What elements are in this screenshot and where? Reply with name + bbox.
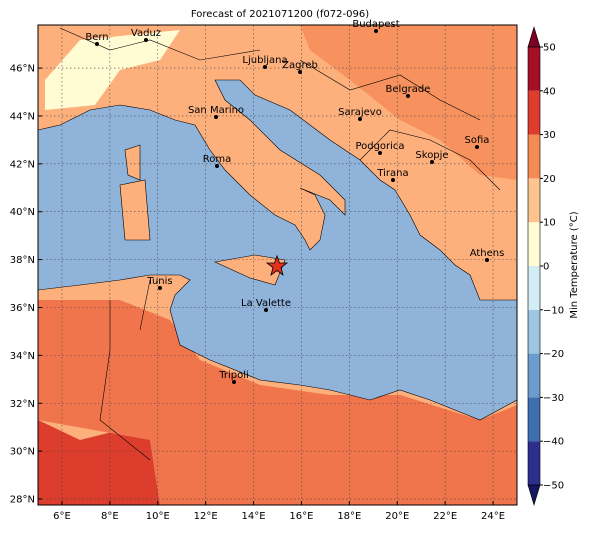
city-dot xyxy=(214,115,218,119)
city-label: San Marino xyxy=(188,105,244,116)
x-tick-label: 24°E xyxy=(481,511,505,522)
city-dot xyxy=(374,29,378,33)
city-dot xyxy=(358,117,362,121)
city-label: Podgorica xyxy=(355,141,404,152)
colorbar-tick-label: −20 xyxy=(543,349,564,360)
city-dot xyxy=(144,38,148,42)
colorbar-tick-label: 10 xyxy=(543,218,556,229)
x-tick-label: 6°E xyxy=(53,511,71,522)
colorbar-tick-label: −10 xyxy=(543,305,564,316)
x-tick-label: 20°E xyxy=(385,511,409,522)
city-dot xyxy=(378,151,382,155)
city-dot xyxy=(215,164,219,168)
x-tick-label: 10°E xyxy=(146,511,170,522)
city-label: Skopje xyxy=(415,150,448,161)
map-frame xyxy=(37,24,518,506)
location-star xyxy=(265,254,289,277)
colorbar-tick-label: 50 xyxy=(543,43,556,54)
colorbar-tick-label: 0 xyxy=(543,262,549,273)
city-label: Tripoli xyxy=(218,370,249,381)
colorbar-segment xyxy=(528,47,540,91)
y-tick-label: 32°N xyxy=(10,399,35,410)
x-tick-label: 22°E xyxy=(433,511,457,522)
hot-zone xyxy=(38,420,160,505)
warm-zone xyxy=(300,25,517,180)
colorbar-segment xyxy=(528,441,540,485)
y-tick-label: 42°N xyxy=(10,159,35,170)
city-dot xyxy=(95,42,99,46)
city-label: Budapest xyxy=(352,19,399,30)
city-label: Zagreb xyxy=(282,60,318,71)
x-tick-label: 12°E xyxy=(194,511,218,522)
x-tick-label: 14°E xyxy=(242,511,266,522)
city-label: Sarajevo xyxy=(338,107,382,118)
colorbar-segment xyxy=(528,178,540,223)
colorbar-segment xyxy=(528,134,540,179)
city-label: Belgrade xyxy=(386,84,431,95)
colorbar-tick-label: −50 xyxy=(543,481,564,492)
colorbar-segment xyxy=(528,397,540,442)
colorbar-segment xyxy=(528,353,540,398)
corsica xyxy=(124,144,141,181)
city-label: Athens xyxy=(470,248,505,259)
grid xyxy=(38,25,517,505)
city-dot xyxy=(298,70,302,74)
city-dot xyxy=(485,258,489,262)
y-tick-label: 34°N xyxy=(10,351,35,362)
colorbar-tick-label: −30 xyxy=(543,393,564,404)
y-tick-label: 36°N xyxy=(10,303,35,314)
x-tick-label: 8°E xyxy=(101,511,119,522)
y-tick-label: 44°N xyxy=(10,111,35,122)
city-label: Bern xyxy=(85,32,108,43)
city-dot xyxy=(264,308,268,312)
city-label: Roma xyxy=(203,154,232,165)
colorbar: −50 −40 −30 −20 −10 0 10 20 30 40 50 xyxy=(527,25,564,507)
colorbar-tick-label: 20 xyxy=(543,174,556,185)
colorbar-extend-min xyxy=(527,484,541,507)
city-dot xyxy=(430,160,434,164)
x-tick-label: 16°E xyxy=(289,511,313,522)
city-dot xyxy=(406,94,410,98)
city-label: Vaduz xyxy=(131,28,161,39)
colorbar-segment xyxy=(528,309,540,354)
city-label: Tunis xyxy=(146,276,172,287)
city-dot xyxy=(391,178,395,182)
city-label: Ljubljana xyxy=(242,55,287,66)
city-dot xyxy=(232,380,236,384)
colorbar-segment xyxy=(528,90,540,135)
city-label: La Valette xyxy=(241,298,291,309)
sardinia xyxy=(119,179,151,241)
colorbar-tick-label: 30 xyxy=(543,130,556,141)
title: Forecast of 2021071200 (f072-096) xyxy=(191,9,369,20)
city-dot xyxy=(158,286,162,290)
y-tick-label: 40°N xyxy=(10,207,35,218)
colorbar-extend-max xyxy=(527,25,541,48)
cool-zone xyxy=(45,30,180,110)
colorbar-tick-label: 40 xyxy=(543,86,556,97)
y-tick-label: 38°N xyxy=(10,255,35,266)
city-dot xyxy=(263,65,267,69)
colorbar-segment xyxy=(528,266,540,310)
city-dot xyxy=(475,145,479,149)
city-label: Sofia xyxy=(465,135,490,146)
y-tick-label: 28°N xyxy=(10,495,35,506)
city-label: Tirana xyxy=(376,168,408,179)
y-tick-label: 46°N xyxy=(10,64,35,75)
x-tick-label: 18°E xyxy=(337,511,361,522)
colorbar-label: Min Temperature (°C) xyxy=(569,211,580,318)
y-tick-label: 30°N xyxy=(10,447,35,458)
colorbar-tick-label: −40 xyxy=(543,437,564,448)
borders xyxy=(59,27,501,461)
colorbar-segment xyxy=(528,222,540,266)
